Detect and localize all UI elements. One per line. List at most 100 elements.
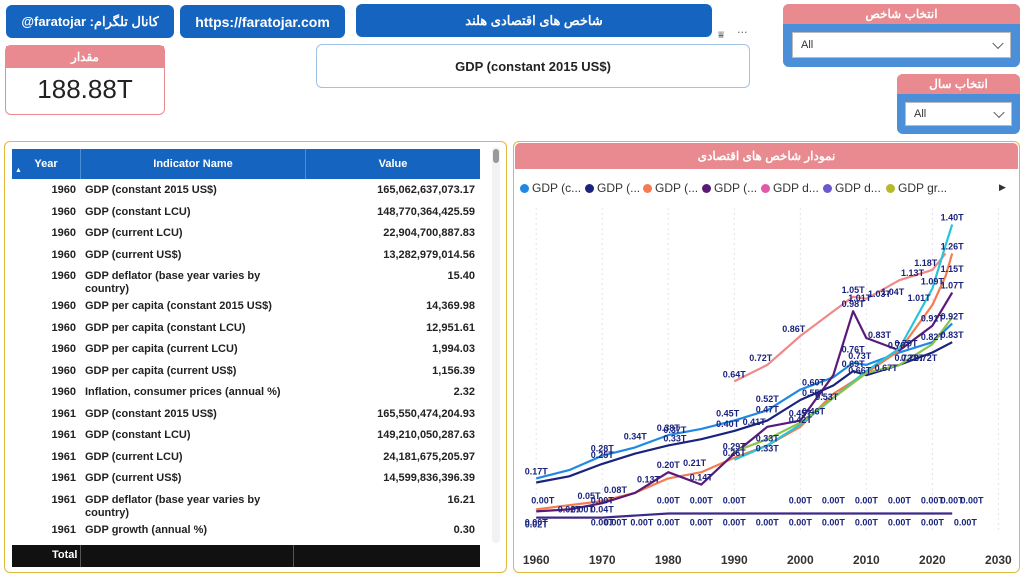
kpi-label: مقدار — [6, 46, 164, 68]
table-row[interactable]: 1960 GDP per capita (constant 2015 US$) 14… — [12, 297, 480, 319]
data-label: 0.33T — [756, 443, 780, 453]
table-header: ▲ Year Indicator Name Value — [12, 149, 480, 179]
data-label: 0.76T — [842, 345, 866, 355]
data-label: 0.20T — [657, 460, 681, 470]
legend-marker — [643, 184, 652, 193]
data-label: 1.26T — [941, 241, 965, 251]
data-label: 0.28T — [591, 444, 615, 454]
indicator-dropdown[interactable]: All — [792, 32, 1011, 58]
indicator-name-cell: GDP deflator (base year varies by country… — [85, 493, 261, 519]
table-row[interactable]: 1961 GDP (current LCU) 24,181,675,205.97 — [12, 448, 480, 470]
indicator-name-cell: GDP (constant LCU) — [85, 205, 191, 218]
indicator-slicer: انتخاب شاخص All — [783, 4, 1020, 67]
indicator-name-cell: GDP (constant 2015 US$) — [85, 407, 217, 420]
name-column-header[interactable]: Indicator Name — [80, 149, 305, 179]
table-row[interactable]: 1960 GDP (current LCU) 22,904,700,887.83 — [12, 224, 480, 246]
data-label: 0.40T — [716, 419, 740, 429]
table-row[interactable]: 1961 GDP (current US$) 14,599,836,396.39 — [12, 469, 480, 491]
x-tick-label: 1960 — [523, 553, 550, 567]
value-cell: 165,550,474,204.93 — [377, 407, 475, 420]
data-label: 0.38T — [657, 423, 681, 433]
year-cell: 1960 — [51, 270, 76, 282]
year-cell: 1960 — [51, 205, 76, 218]
data-label: 1.04T — [881, 287, 905, 297]
value-cell: 12,951.61 — [426, 321, 475, 334]
table-row[interactable]: 1960 GDP (current US$) 13,282,979,014.56 — [12, 246, 480, 268]
data-label: 0.26T — [723, 448, 747, 458]
legend-item[interactable]: GDP d... — [823, 181, 881, 195]
data-label: 0.00T — [531, 495, 555, 505]
table-row[interactable]: 1960 GDP (constant LCU) 148,770,364,425.59 — [12, 203, 480, 225]
year-slicer: انتخاب سال All — [897, 74, 1020, 134]
year-cell: 1960 — [51, 300, 76, 312]
data-label: 0.82T — [921, 332, 945, 342]
data-label: 0.00T — [723, 517, 747, 527]
data-label: 0.00T — [921, 517, 945, 527]
data-label: 0.72T — [894, 353, 918, 363]
scrollbar-thumb[interactable] — [493, 149, 499, 163]
data-label: 0.92T — [941, 312, 965, 322]
year-dropdown[interactable]: All — [905, 102, 1012, 126]
table-row[interactable]: 1961 GDP growth (annual %) 0.30 — [12, 521, 480, 543]
data-label: 0.79T — [894, 338, 918, 348]
series-line — [536, 292, 954, 513]
kpi-card: مقدار 188.88T — [5, 45, 165, 115]
table-row[interactable]: 1961 GDP (constant LCU) 149,210,050,287.63 — [12, 426, 480, 448]
legend-item[interactable]: GDP (... — [643, 181, 698, 195]
year-cell: 1960 — [51, 321, 76, 334]
indicator-name-cell: GDP (constant 2015 US$) — [85, 184, 217, 196]
telegram-channel-button[interactable]: @faratojar :کانال تلگرام — [6, 5, 174, 38]
data-label: 0.00T — [723, 495, 747, 505]
data-label: 0.34T — [624, 431, 648, 441]
indicator-name-cell: GDP growth (annual %) — [85, 523, 208, 536]
legend-item[interactable]: GDP (c... — [520, 181, 581, 195]
data-label: 0.00T — [690, 517, 714, 527]
year-header-label: Year — [34, 158, 58, 170]
data-label: 0.00T — [888, 517, 912, 527]
year-cell: 1961 — [51, 450, 76, 463]
x-tick-label: 1980 — [655, 553, 682, 567]
table-row[interactable]: 1960 GDP per capita (constant LCU) 12,951.… — [12, 319, 480, 341]
series-line — [733, 252, 947, 383]
table-scrollbar[interactable] — [492, 147, 500, 543]
data-label: 0.45T — [789, 409, 813, 419]
data-label: 0.78T — [888, 340, 912, 350]
more-options-icon[interactable]: ··· — [737, 26, 748, 39]
table-row[interactable]: 1960 GDP (constant 2015 US$) 165,062,637,0… — [12, 181, 480, 203]
table-row[interactable]: 1960 GDP per capita (current US$) 1,156.39 — [12, 362, 480, 384]
data-label: 0.14T — [690, 473, 714, 483]
data-label: 0.33T — [756, 433, 780, 443]
value-cell: 2.32 — [453, 386, 475, 398]
table-row[interactable]: 1960 GDP per capita (current LCU) 1,994.03 — [12, 340, 480, 362]
year-cell: 1960 — [51, 386, 76, 398]
legend-marker — [823, 184, 832, 193]
website-link-button[interactable]: https://faratojar.com — [180, 5, 345, 38]
year-cell: 1961 — [51, 523, 76, 536]
data-label: 0.72T — [901, 353, 925, 363]
data-label: 0.37T — [663, 425, 687, 435]
legend-item[interactable]: GDP (... — [585, 181, 640, 195]
value-column-header[interactable]: Value — [305, 149, 480, 179]
table-row[interactable]: 1960 GDP deflator (base year varies by cou… — [12, 267, 480, 297]
legend-item[interactable]: GDP (... — [702, 181, 757, 195]
filter-icon[interactable]: ⩸ — [718, 30, 725, 41]
data-label: 0.00T — [591, 517, 615, 527]
table-row[interactable]: 1960 Inflation, consumer prices (annual %… — [12, 383, 480, 405]
series-line — [733, 224, 954, 461]
table-total-row: Total — [12, 545, 480, 567]
indicator-name-cell: GDP per capita (current US$) — [85, 364, 237, 377]
legend-next-icon[interactable]: ▶ — [999, 183, 1006, 193]
legend-item[interactable]: GDP d... — [761, 181, 819, 195]
data-label: 0.00T — [657, 517, 681, 527]
table-row[interactable]: 1961 GDP deflator (base year varies by cou… — [12, 491, 480, 521]
data-label: 0.00T — [960, 495, 984, 505]
chart-panel-header: نمودار شاخص های اقتصادی — [515, 143, 1018, 169]
value-cell: 149,210,050,287.63 — [377, 429, 475, 441]
data-label: 0.69T — [842, 359, 866, 369]
legend-item[interactable]: GDP gr... — [886, 181, 947, 195]
year-column-header[interactable]: ▲ Year — [12, 149, 80, 179]
data-label: 0.00T — [855, 495, 879, 505]
year-cell: 1960 — [51, 343, 76, 355]
table-row[interactable]: 1961 GDP (constant 2015 US$) 165,550,474,2… — [12, 405, 480, 427]
